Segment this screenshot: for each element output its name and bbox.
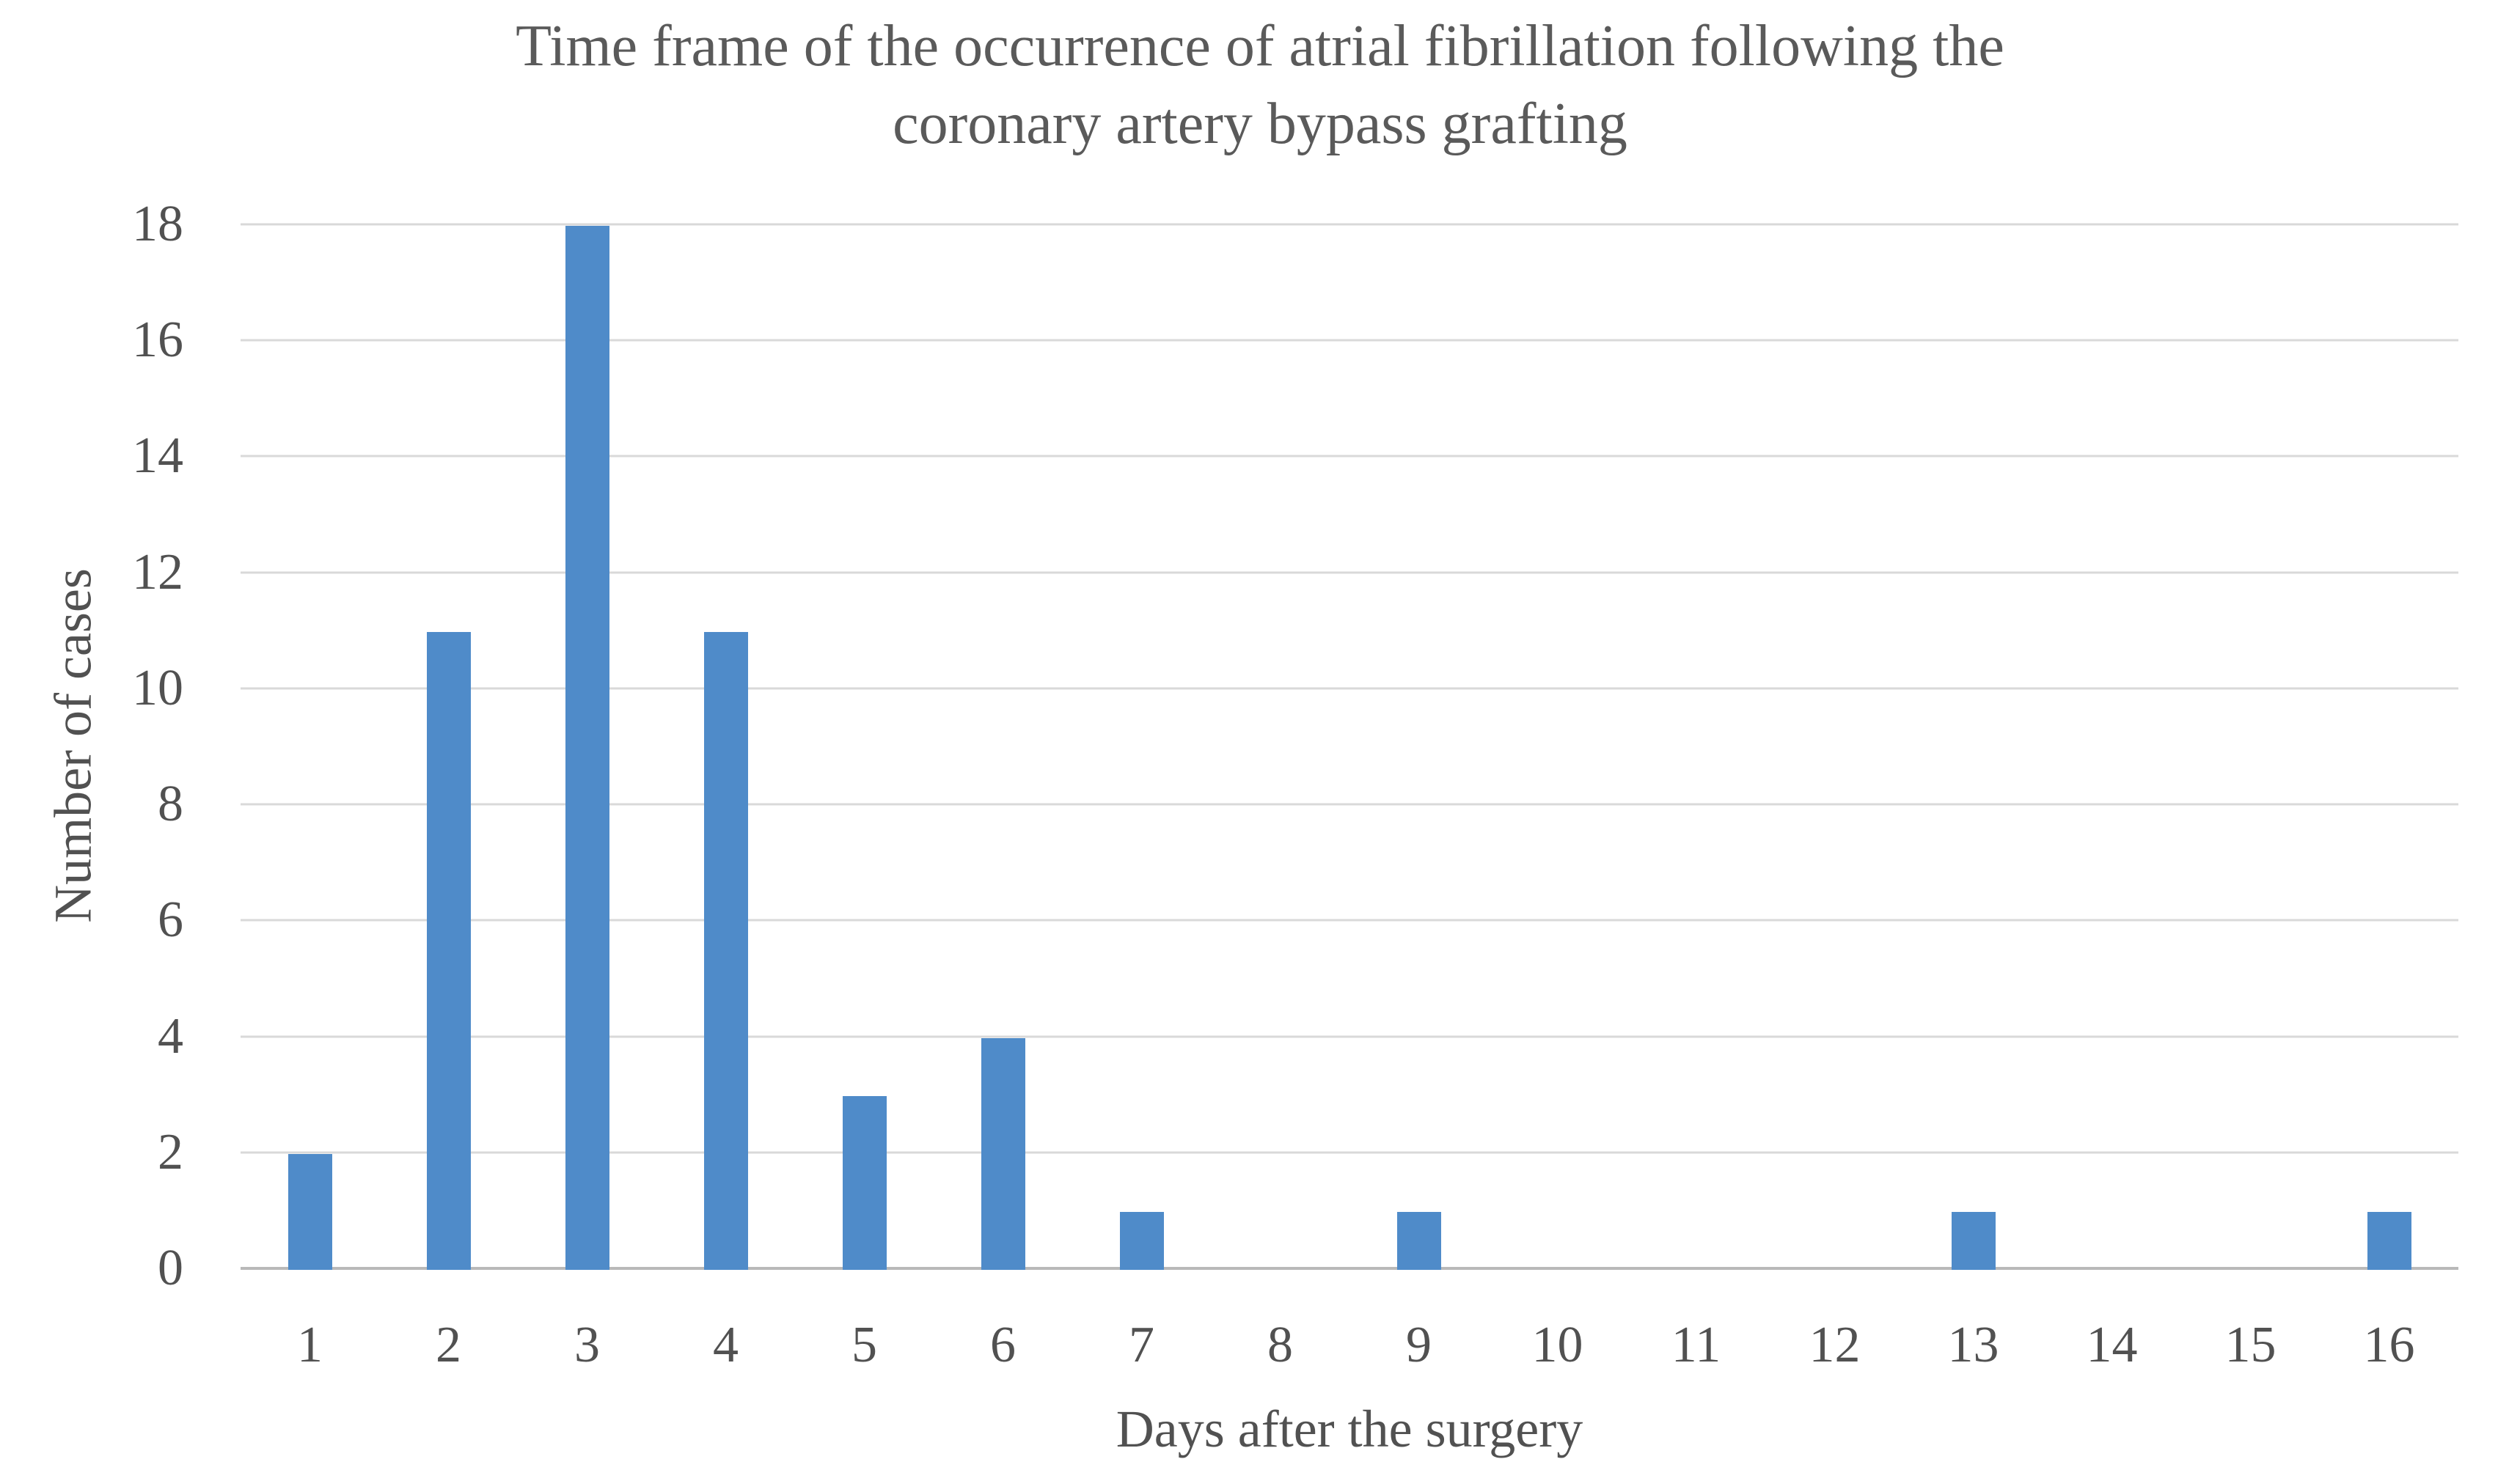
gridline-18: [241, 223, 2458, 226]
ytick-label-18: 18: [132, 196, 183, 252]
bar-day-7: [1119, 1211, 1164, 1270]
bar-day-3: [565, 226, 609, 1270]
bar-day-16: [2367, 1211, 2411, 1270]
bar-slot-day-13: [1904, 224, 2043, 1270]
gridline-8: [241, 803, 2458, 806]
xtick-label-12: 12: [1809, 1317, 1861, 1373]
chart-title: Time frame of the occurrence of atrial f…: [0, 7, 2520, 163]
bar-day-4: [703, 631, 748, 1270]
bar-day-13: [1951, 1211, 1996, 1270]
bar-slot-day-9: [1349, 224, 1488, 1270]
bar-slot-day-8: [1211, 224, 1349, 1268]
xtick-label-13: 13: [1947, 1317, 1999, 1373]
bar-series: [241, 224, 2458, 1270]
ytick-label-0: 0: [158, 1240, 183, 1296]
xtick-label-11: 11: [1671, 1317, 1721, 1373]
xtick-label-16: 16: [2363, 1317, 2415, 1373]
ytick-label-14: 14: [132, 427, 183, 485]
bar-day-1: [287, 1153, 332, 1270]
gridline-10: [241, 687, 2458, 690]
chart-title-line1: Time frame of the occurrence of atrial f…: [516, 14, 2004, 78]
gridline-6: [241, 919, 2458, 922]
bar-slot-day-5: [795, 224, 934, 1270]
ytick-label-16: 16: [132, 312, 183, 369]
bar-slot-day-11: [1627, 224, 1765, 1268]
chart-title-line2: coronary artery bypass grafting: [893, 92, 1627, 156]
bar-slot-day-14: [2043, 224, 2181, 1268]
ytick-label-10: 10: [132, 659, 183, 716]
xtick-label-9: 9: [1406, 1317, 1432, 1373]
bar-day-2: [426, 631, 471, 1270]
xtick-label-15: 15: [2224, 1317, 2277, 1373]
xtick-label-6: 6: [990, 1317, 1016, 1373]
xtick-label-14: 14: [2086, 1317, 2138, 1373]
gridline-16: [241, 339, 2458, 342]
gridline-12: [241, 571, 2458, 574]
x-axis-title: Days after the surgery: [1116, 1400, 1583, 1458]
bar-slot-day-4: [656, 224, 795, 1270]
ytick-label-6: 6: [158, 892, 183, 949]
xtick-label-7: 7: [1129, 1317, 1154, 1373]
xtick-label-2: 2: [436, 1317, 461, 1373]
bar-slot-day-10: [1488, 224, 1627, 1268]
xtick-label-8: 8: [1267, 1317, 1293, 1373]
gridline-4: [241, 1035, 2458, 1038]
ytick-label-2: 2: [158, 1123, 183, 1180]
ytick-label-4: 4: [158, 1007, 183, 1065]
bar-slot-day-12: [1765, 224, 1904, 1268]
x-axis-tick-labels: 1 2 3 4 5 6 7 8 9 10 11 12 13 14 15 16: [241, 1319, 2458, 1372]
bar-slot-day-15: [2181, 224, 2320, 1268]
ytick-label-8: 8: [158, 776, 183, 833]
xtick-label-3: 3: [574, 1317, 600, 1373]
bar-slot-day-6: [934, 224, 1072, 1270]
y-axis-tick-labels: 18 16 14 12 10 8 6 4 2 0: [0, 199, 183, 1294]
xtick-label-1: 1: [297, 1317, 323, 1373]
xtick-label-10: 10: [1531, 1317, 1583, 1373]
bar-slot-day-1: [241, 224, 379, 1270]
gridline-14: [241, 455, 2458, 457]
bar-slot-day-16: [2320, 224, 2458, 1270]
xtick-label-5: 5: [851, 1317, 877, 1373]
bar-day-5: [842, 1095, 887, 1270]
bar-slot-day-2: [379, 224, 518, 1270]
ytick-label-12: 12: [132, 543, 183, 600]
x-axis-line: [241, 1267, 2458, 1270]
bar-slot-day-7: [1072, 224, 1211, 1270]
bar-day-6: [981, 1037, 1025, 1270]
bar-day-9: [1396, 1211, 1441, 1270]
plot-area: [241, 223, 2458, 1270]
xtick-label-4: 4: [713, 1317, 739, 1373]
gridline-2: [241, 1151, 2458, 1154]
bar-slot-day-3: [518, 224, 656, 1270]
